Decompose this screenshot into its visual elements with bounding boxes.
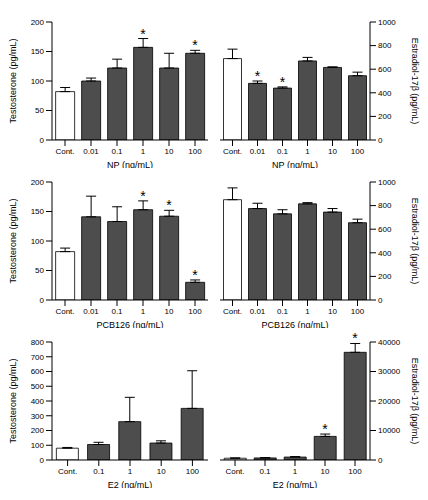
svg-text:800: 800	[378, 201, 392, 210]
svg-text:100: 100	[31, 237, 45, 246]
svg-text:Cont.: Cont.	[223, 147, 242, 156]
svg-text:Cont.: Cont.	[223, 307, 242, 316]
svg-text:E2 (ng/mL): E2 (ng/mL)	[108, 480, 153, 488]
svg-text:800: 800	[31, 338, 45, 347]
svg-text:*: *	[255, 68, 261, 84]
svg-text:Estradiol-17β (pg/mL): Estradiol-17β (pg/mL)	[410, 198, 420, 285]
svg-text:1: 1	[305, 147, 310, 156]
svg-text:50: 50	[35, 106, 44, 115]
svg-text:Cont.: Cont.	[58, 467, 77, 476]
svg-text:Testosterone (pg/mL): Testosterone (pg/mL)	[8, 38, 18, 123]
svg-text:1: 1	[305, 307, 310, 316]
svg-text:NP (ng/mL): NP (ng/mL)	[272, 160, 318, 168]
svg-text:PCB126 (ng/mL): PCB126 (ng/mL)	[261, 320, 328, 328]
svg-text:Estradiol-17β (pg/mL): Estradiol-17β (pg/mL)	[410, 38, 420, 125]
svg-text:400: 400	[378, 249, 392, 258]
svg-text:300: 300	[31, 412, 45, 421]
svg-text:1000: 1000	[378, 178, 396, 187]
svg-text:Cont.: Cont.	[225, 467, 244, 476]
svg-text:*: *	[322, 421, 328, 437]
svg-text:100: 100	[351, 307, 365, 316]
svg-text:600: 600	[31, 367, 45, 376]
svg-text:Testosterone (pg/mL): Testosterone (pg/mL)	[8, 358, 18, 443]
svg-text:200: 200	[31, 426, 45, 435]
svg-text:Cont.: Cont.	[55, 307, 74, 316]
svg-text:400: 400	[31, 397, 45, 406]
svg-text:0.01: 0.01	[83, 147, 99, 156]
svg-text:*: *	[192, 37, 198, 53]
svg-text:0.1: 0.1	[277, 307, 289, 316]
svg-text:0: 0	[378, 136, 383, 145]
svg-text:0: 0	[40, 136, 45, 145]
svg-text:20000: 20000	[378, 397, 401, 406]
svg-text:200: 200	[378, 272, 392, 281]
svg-text:400: 400	[378, 89, 392, 98]
svg-text:1: 1	[141, 147, 146, 156]
svg-text:600: 600	[378, 225, 392, 234]
svg-text:0.1: 0.1	[111, 307, 123, 316]
svg-text:1000: 1000	[378, 18, 396, 27]
svg-text:0.01: 0.01	[250, 307, 266, 316]
svg-text:*: *	[140, 188, 146, 204]
svg-text:40000: 40000	[378, 338, 401, 347]
svg-text:200: 200	[378, 112, 392, 121]
svg-text:NP (ng/mL): NP (ng/mL)	[107, 160, 153, 168]
svg-text:200: 200	[31, 178, 45, 187]
svg-text:50: 50	[35, 266, 44, 275]
svg-text:*: *	[140, 26, 146, 42]
svg-text:0.1: 0.1	[259, 467, 271, 476]
svg-text:100: 100	[348, 467, 362, 476]
svg-text:200: 200	[31, 18, 45, 27]
svg-text:0.01: 0.01	[250, 147, 266, 156]
svg-text:0.01: 0.01	[83, 307, 99, 316]
svg-text:*: *	[280, 74, 286, 90]
svg-text:*: *	[192, 267, 198, 283]
svg-text:800: 800	[378, 41, 392, 50]
svg-text:0.1: 0.1	[277, 147, 289, 156]
svg-text:1: 1	[293, 467, 298, 476]
svg-text:30000: 30000	[378, 367, 401, 376]
svg-text:100: 100	[31, 441, 45, 450]
svg-text:Estradiol-17β (pg/mL): Estradiol-17β (pg/mL)	[410, 358, 420, 445]
svg-text:100: 100	[31, 77, 45, 86]
svg-text:PCB126 (ng/mL): PCB126 (ng/mL)	[96, 320, 163, 328]
svg-text:E2 (ng/mL): E2 (ng/mL)	[273, 480, 318, 488]
svg-text:*: *	[352, 330, 358, 346]
svg-text:100: 100	[188, 307, 202, 316]
svg-text:10: 10	[328, 147, 337, 156]
svg-text:10000: 10000	[378, 426, 401, 435]
svg-text:700: 700	[31, 353, 45, 362]
svg-text:500: 500	[31, 382, 45, 391]
svg-text:150: 150	[31, 207, 45, 216]
svg-text:0: 0	[378, 456, 383, 465]
svg-text:100: 100	[351, 147, 365, 156]
svg-text:10: 10	[321, 467, 330, 476]
svg-text:10: 10	[165, 307, 174, 316]
svg-text:100: 100	[188, 147, 202, 156]
svg-text:0: 0	[378, 296, 383, 305]
svg-text:100: 100	[186, 467, 200, 476]
svg-text:10: 10	[328, 307, 337, 316]
svg-text:1: 1	[141, 307, 146, 316]
svg-text:10: 10	[165, 147, 174, 156]
svg-text:10: 10	[157, 467, 166, 476]
svg-text:150: 150	[31, 47, 45, 56]
svg-text:Testosterone (pg/mL): Testosterone (pg/mL)	[8, 198, 18, 283]
svg-text:600: 600	[378, 65, 392, 74]
svg-text:0: 0	[40, 456, 45, 465]
svg-text:0: 0	[40, 296, 45, 305]
svg-text:0.1: 0.1	[111, 147, 123, 156]
svg-text:*: *	[166, 197, 172, 213]
svg-text:1: 1	[128, 467, 133, 476]
svg-text:0.1: 0.1	[93, 467, 105, 476]
svg-text:Cont.: Cont.	[55, 147, 74, 156]
